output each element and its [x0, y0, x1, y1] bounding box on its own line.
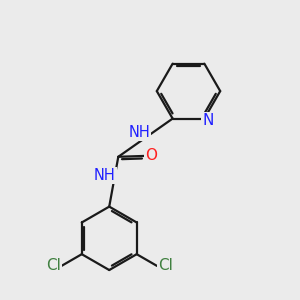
Text: NH: NH	[128, 124, 150, 140]
Text: Cl: Cl	[46, 259, 61, 274]
Text: NH: NH	[94, 168, 116, 183]
Text: Cl: Cl	[158, 259, 173, 274]
Text: O: O	[145, 148, 157, 164]
Text: N: N	[202, 113, 214, 128]
